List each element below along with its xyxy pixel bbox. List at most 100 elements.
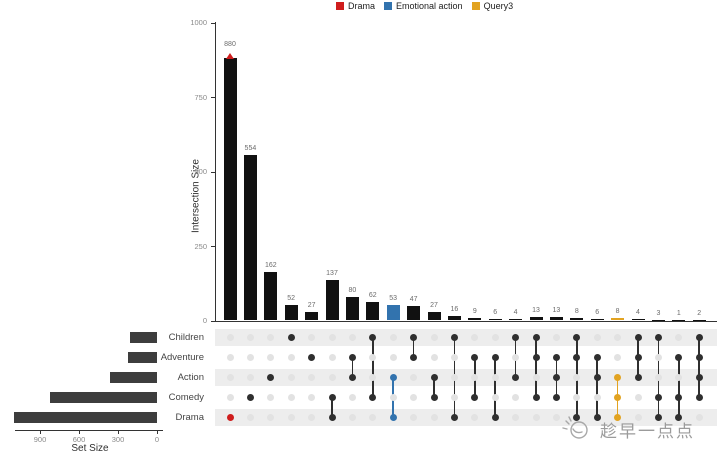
intersection-bar xyxy=(305,312,319,321)
matrix-dot-empty xyxy=(430,334,438,341)
bar-value-label: 162 xyxy=(264,262,277,270)
matrix-dot-empty xyxy=(614,334,622,341)
matrix-dot-filled xyxy=(695,354,703,361)
matrix-dot-empty xyxy=(614,354,622,361)
intersection-bar xyxy=(468,317,482,321)
matrix-dot-empty xyxy=(471,374,479,381)
legend-item: Drama xyxy=(336,1,375,11)
axis-tick xyxy=(157,430,158,434)
matrix-dot-filled xyxy=(287,334,295,341)
intersection-bar xyxy=(284,305,298,321)
matrix-dot-filled xyxy=(226,414,234,421)
matrix-dot-empty xyxy=(267,414,275,421)
matrix-dot-empty xyxy=(695,414,703,421)
matrix-dot-filled xyxy=(308,354,316,361)
matrix-dot-empty xyxy=(675,374,683,381)
legend-label: Emotional action xyxy=(396,1,463,11)
matrix-dot-empty xyxy=(430,414,438,421)
axis-tick xyxy=(211,320,215,322)
matrix-dot-empty xyxy=(410,374,418,381)
matrix-dot-empty xyxy=(512,354,520,361)
intersection-bar xyxy=(611,318,625,321)
matrix-dot-empty xyxy=(287,354,295,361)
set-name-label: Action xyxy=(177,372,204,383)
bar-value-label: 53 xyxy=(389,294,398,302)
query-marker-icon xyxy=(226,53,234,60)
matrix-dot-filled xyxy=(675,354,683,361)
bar-value-label: 880 xyxy=(224,41,236,49)
matrix-dot-empty xyxy=(389,334,397,341)
bar-value-label: 16 xyxy=(450,305,459,313)
matrix-dot-empty xyxy=(573,394,581,401)
bar-value-label: 13 xyxy=(552,306,561,314)
bar-value-label: 554 xyxy=(244,145,257,153)
axis-tick xyxy=(211,171,215,173)
matrix-dot-empty xyxy=(348,414,356,421)
matrix-row-stripe xyxy=(215,409,717,426)
matrix-dot-filled xyxy=(573,334,581,341)
set-size-bar xyxy=(50,392,157,403)
bar-value-label: 9 xyxy=(472,307,477,315)
matrix-dot-empty xyxy=(348,334,356,341)
matrix-dot-filled xyxy=(491,414,499,421)
matrix-dot-filled xyxy=(471,394,479,401)
matrix-dot-filled xyxy=(532,394,540,401)
legend-item: Emotional action xyxy=(384,1,463,11)
matrix-dot-filled xyxy=(389,374,397,381)
matrix-dot-empty xyxy=(532,414,540,421)
matrix-dot-empty xyxy=(246,414,254,421)
matrix-dot-filled xyxy=(532,354,540,361)
watermark: 趁早一点点 xyxy=(560,415,695,443)
matrix-connector-line xyxy=(535,337,537,398)
matrix-dot-filled xyxy=(369,394,377,401)
matrix-dot-filled xyxy=(593,414,601,421)
axis-tick-label: 900 xyxy=(33,435,47,444)
matrix-dot-filled xyxy=(369,334,377,341)
axis-tick-label: 250 xyxy=(194,241,207,251)
matrix-dot-filled xyxy=(471,354,479,361)
matrix-dot-filled xyxy=(267,374,275,381)
axis-tick-label: 0 xyxy=(154,435,160,444)
matrix-dot-empty xyxy=(226,394,234,401)
matrix-dot-empty xyxy=(308,394,316,401)
bar-value-label: 3 xyxy=(656,309,661,317)
bar-value-label: 2 xyxy=(697,309,702,317)
matrix-dot-empty xyxy=(267,394,275,401)
matrix-dot-filled xyxy=(430,374,438,381)
matrix-dot-filled xyxy=(675,394,683,401)
matrix-dot-empty xyxy=(654,374,662,381)
matrix-dot-empty xyxy=(634,394,642,401)
set-axis-title: Set Size xyxy=(71,443,109,454)
matrix-dot-empty xyxy=(328,374,336,381)
intersection-bar xyxy=(631,319,645,321)
matrix-dot-empty xyxy=(512,414,520,421)
matrix-dot-filled xyxy=(573,354,581,361)
matrix-dot-filled xyxy=(654,334,662,341)
matrix-dot-filled xyxy=(512,334,520,341)
legend-swatch-icon xyxy=(384,2,393,10)
matrix-dot-empty xyxy=(389,354,397,361)
bar-baseline xyxy=(215,320,717,322)
set-axis-line xyxy=(15,430,163,431)
set-size-bar xyxy=(127,352,157,363)
matrix-dot-filled xyxy=(512,374,520,381)
matrix-connector-line xyxy=(596,357,598,418)
matrix-dot-empty xyxy=(246,354,254,361)
matrix-dot-empty xyxy=(471,414,479,421)
axis-tick-label: 0 xyxy=(202,316,207,325)
bar-value-label: 80 xyxy=(348,286,357,294)
matrix-dot-filled xyxy=(430,394,438,401)
axis-tick xyxy=(211,97,215,98)
matrix-dot-empty xyxy=(450,374,458,381)
matrix-dot-empty xyxy=(471,334,479,341)
matrix-dot-empty xyxy=(491,334,499,341)
matrix-dot-empty xyxy=(410,414,418,421)
intersection-bar xyxy=(223,58,237,321)
matrix-dot-filled xyxy=(654,394,662,401)
matrix-dot-empty xyxy=(246,334,254,341)
bar-value-label: 137 xyxy=(326,269,338,277)
matrix-dot-empty xyxy=(328,334,336,341)
matrix-dot-empty xyxy=(430,354,438,361)
axis-tick-label: 500 xyxy=(194,167,207,176)
